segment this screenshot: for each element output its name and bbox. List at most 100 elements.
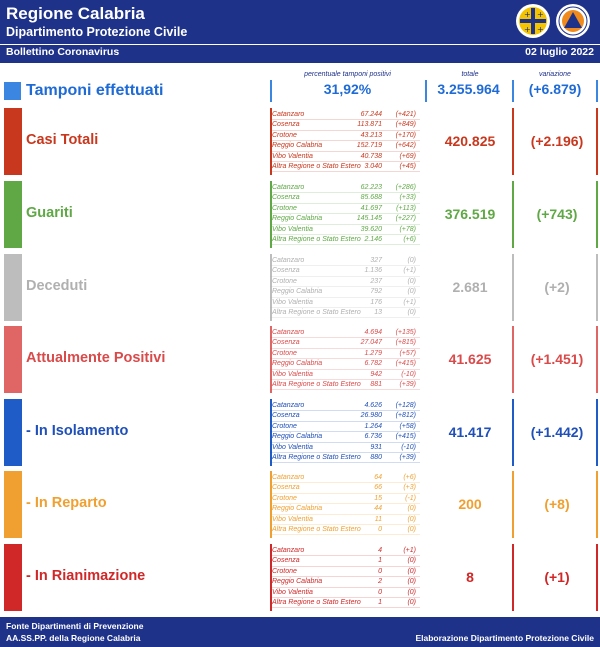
province-breakdown: Catanzaro 64 (+6) Cosenza 66 (+3) Crotone 15 (-1… [270,473,420,536]
svg-text:+: + [524,25,531,34]
province-value: 6.736 [364,433,382,441]
province-delta: (0) [407,257,416,264]
tamponi-divider [425,80,427,102]
province-value: 0 [378,588,382,596]
section-divider [512,108,514,175]
section-color-bar [4,399,22,466]
section-label: Guariti [26,204,73,221]
province-value: 66 [374,484,382,492]
province-row: Reggio Calabria 2 (0) [270,577,420,588]
section-divider [270,254,272,321]
footer-source-2: AA.SS.PP. della Regione Calabria [6,633,141,643]
bulletin-stripe: Bollettino Coronavirus 02 luglio 2022 [0,44,600,60]
section-variation: (+1) [544,568,570,585]
province-delta: (+1) [403,267,416,275]
section-divider [512,181,514,248]
province-row: Vibo Valentia 0 (0) [270,588,420,598]
section-divider [270,544,272,611]
province-name: Catanzaro [272,474,305,481]
province-name: Altra Regione o Stato Estero [272,598,361,606]
province-breakdown: Catanzaro 62.223 (+286) Cosenza 85.688 (+33) C… [270,183,420,246]
province-delta: (0) [407,567,416,575]
province-delta: (+286) [395,184,416,191]
province-name: Altra Regione o Stato Estero [272,235,361,243]
section-total: 41.417 [448,423,492,440]
protezione-civile-logo-icon [556,4,590,38]
section-divider [512,399,514,466]
section-divider [596,254,598,321]
province-row: Cosenza 1 (0) [270,556,420,567]
province-name: Vibo Valentia [272,298,313,306]
province-value: 11 [374,515,382,523]
section-divider [596,108,598,175]
province-name: Reggio Calabria [272,433,323,441]
province-name: Vibo Valentia [272,370,313,378]
section-divider [270,399,272,466]
svg-text:+: + [524,10,531,19]
province-delta: (+57) [399,349,416,357]
section-label: - In Reparto [26,494,107,511]
section-divider [596,471,598,538]
section-block: Attualmente Positivi Catanzaro 4.694 (+135)… [0,326,600,393]
section-divider [596,326,598,393]
tamponi-divider [596,80,598,102]
province-row: Crotone 41.697 (+113) [270,204,420,215]
province-row: Vibo Valentia 39.620 (+78) [270,225,420,235]
province-name: Reggio Calabria [272,142,323,150]
province-value: 64 [374,474,382,481]
province-delta: (+415) [395,360,416,368]
province-breakdown: Catanzaro 4 (+1) Cosenza 1 (0) Crotone 0 (0) Regg… [270,546,420,609]
province-row: Catanzaro 4.694 (+135) [270,328,420,339]
province-delta: (0) [407,525,416,533]
province-value: 152.719 [356,142,382,150]
province-delta: (0) [407,598,416,606]
province-row: Catanzaro 62.223 (+286) [270,183,420,194]
province-row: Reggio Calabria 6.736 (+415) [270,432,420,443]
province-row: Crotone 1.264 (+58) [270,422,420,433]
province-delta: (0) [407,578,416,586]
province-value: 931 [370,443,382,451]
section-block: Casi Totali Catanzaro 67.244 (+421) Cosenza 1… [0,108,600,175]
province-delta: (0) [407,557,416,565]
province-breakdown: Catanzaro 327 (0) Cosenza 1.136 (+1) Crotone 23… [270,256,420,319]
section-divider [270,471,272,538]
province-name: Catanzaro [272,402,305,409]
province-row: Catanzaro 64 (+6) [270,473,420,484]
province-name: Cosenza [272,194,300,202]
province-value: 880 [370,453,382,461]
province-row: Altra Regione o Stato Estero 881 (+39) [270,380,420,391]
section-divider [512,254,514,321]
tamponi-divider [270,80,272,102]
province-name: Crotone [272,422,297,430]
province-delta: (0) [407,277,416,285]
province-delta: (+128) [395,402,416,409]
section-color-bar [4,254,22,321]
province-value: 145.145 [356,215,382,223]
section-divider [512,544,514,611]
province-row: Reggio Calabria 145.145 (+227) [270,214,420,225]
province-name: Crotone [272,494,297,502]
province-delta: (+227) [395,215,416,223]
province-value: 4 [378,547,382,554]
province-value: 176 [370,298,382,306]
section-block: - In Reparto Catanzaro 64 (+6) Cosenza 66 (+3)… [0,471,600,538]
section-divider [270,326,272,393]
province-row: Crotone 237 (0) [270,277,420,288]
section-variation: (+2.196) [530,132,584,149]
province-value: 43.213 [360,131,382,139]
province-name: Crotone [272,277,297,285]
province-value: 113.871 [357,121,382,129]
province-name: Reggio Calabria [272,505,323,513]
province-row: Catanzaro 4 (+1) [270,546,420,557]
province-row: Crotone 43.213 (+170) [270,131,420,142]
province-row: Reggio Calabria 44 (0) [270,504,420,515]
province-name: Crotone [272,567,297,575]
province-value: 2.146 [364,235,382,243]
province-value: 0 [378,567,382,575]
province-value: 1.279 [364,349,382,357]
province-name: Catanzaro [272,184,305,191]
province-name: Altra Regione o Stato Estero [272,525,361,533]
province-value: 327 [370,257,382,264]
province-row: Altra Regione o Stato Estero 880 (+39) [270,453,420,464]
tamponi-label: Tamponi effettuati [26,82,164,99]
